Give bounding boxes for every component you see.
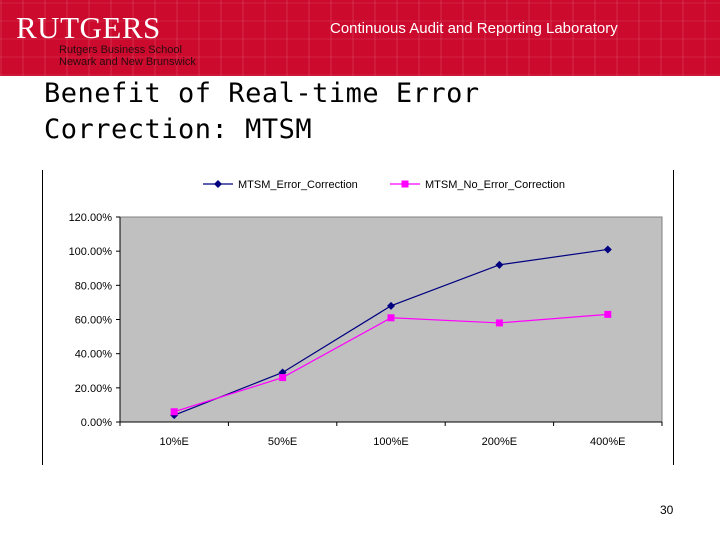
line-chart: 0.00% 20.00% 40.00% 60.00% 80.00% 100.00% 120.… (69, 179, 663, 448)
y-tick-label: 100.00% (69, 246, 113, 258)
x-tick-label: 100%E (373, 436, 408, 448)
legend-label: MTSM_No_Error_Correction (425, 179, 565, 191)
legend-marker (401, 180, 409, 188)
lab-title: Continuous Audit and Reporting Laborator… (330, 20, 618, 37)
data-point-error-correction (603, 245, 612, 254)
data-point-no-error-correction (604, 310, 612, 318)
slide-title-line1: Benefit of Real-time Error (44, 78, 480, 109)
chart-container: 0.00% 20.00% 40.00% 60.00% 80.00% 100.00% 120.… (42, 170, 674, 465)
slide-title-line2: Correction: MTSM (44, 114, 313, 145)
legend-marker (214, 180, 222, 188)
rutgers-logo: RUTGERS (16, 10, 161, 45)
data-point-no-error-correction (170, 408, 178, 416)
page-number: 30 (660, 503, 674, 517)
y-tick-label: 40.00% (75, 349, 113, 361)
data-point-error-correction (387, 301, 395, 310)
data-point-no-error-correction (495, 319, 503, 327)
y-tick-label: 60.00% (75, 315, 113, 327)
x-tick-label: 50%E (268, 436, 297, 448)
slide-title: Benefit of Real-time Error Correction: M… (44, 76, 480, 148)
y-tick-label: 20.00% (75, 383, 113, 395)
x-tick-label: 400%E (590, 436, 625, 448)
banner-texture (0, 0, 720, 76)
legend-label: MTSM_Error_Correction (238, 179, 358, 191)
x-tick-label: 200%E (482, 436, 517, 448)
header-banner: RUTGERS Rutgers Business School Newark a… (0, 0, 720, 76)
y-tick-label: 80.00% (75, 280, 113, 292)
x-tick-label: 10%E (160, 436, 189, 448)
y-tick-label: 0.00% (81, 417, 112, 429)
data-point-no-error-correction (279, 374, 287, 382)
data-point-no-error-correction (387, 314, 395, 322)
logo-campus-name: Newark and New Brunswick (59, 56, 196, 68)
logo-school-name: Rutgers Business School (59, 44, 182, 56)
data-point-error-correction (495, 260, 504, 269)
y-tick-label: 120.00% (69, 212, 113, 224)
